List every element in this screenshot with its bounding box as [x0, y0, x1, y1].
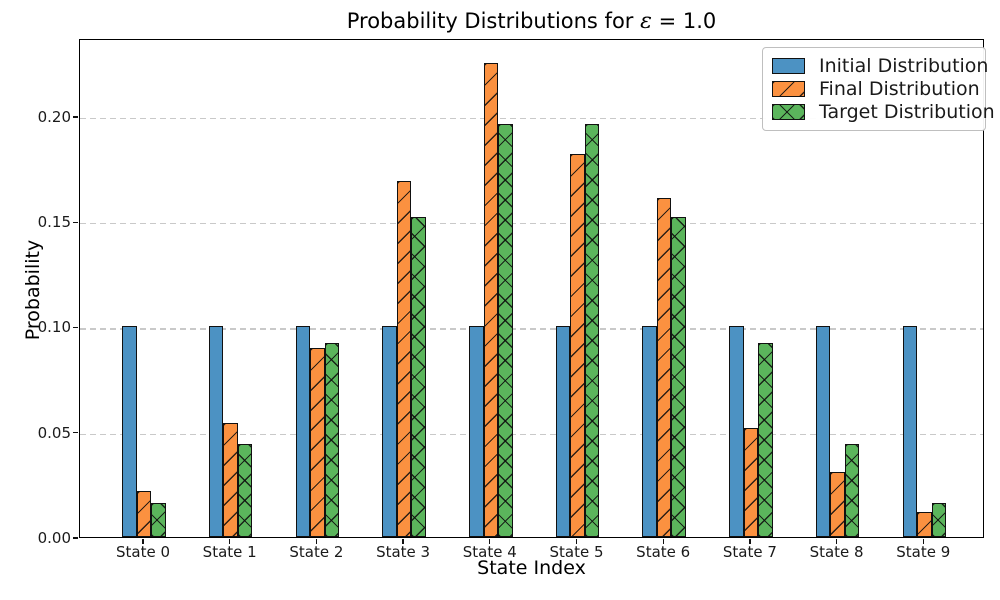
bar-initial-3	[382, 326, 397, 537]
bar-final-9	[917, 511, 932, 537]
bar-initial-7	[729, 326, 744, 537]
y-tick-mark	[73, 116, 78, 118]
x-tick-mark	[402, 539, 404, 544]
bar-initial-5	[555, 326, 571, 537]
gridline	[80, 433, 983, 436]
bar-final-5	[570, 153, 585, 537]
x-tick-mark	[142, 539, 144, 544]
legend-row: Target Distribution	[772, 100, 995, 123]
y-tick-label: 0.00	[37, 529, 71, 547]
x-tick-mark	[835, 539, 838, 544]
bar-initial-8	[815, 326, 831, 537]
x-tick-label: State 1	[202, 543, 257, 561]
x-tick-mark	[315, 539, 318, 544]
bar-target-7	[758, 343, 773, 537]
bar-target-6	[671, 216, 686, 537]
bar-final-8	[830, 471, 845, 537]
legend-swatch-icon	[772, 81, 805, 97]
y-tick-mark	[73, 326, 78, 329]
bar-target-8	[844, 444, 860, 537]
x-tick-label: State 3	[376, 543, 431, 561]
chart-title-value: = 1.0	[651, 9, 717, 33]
legend-label: Initial Distribution	[819, 55, 989, 78]
x-tick-label: State 2	[289, 543, 344, 561]
bar-final-6	[656, 198, 672, 537]
x-tick-mark	[922, 539, 924, 544]
bar-final-2	[310, 347, 325, 537]
y-tick-mark	[73, 537, 78, 539]
x-tick-label: State 7	[722, 543, 777, 561]
bar-initial-2	[295, 326, 311, 537]
legend-swatch-icon	[772, 103, 805, 120]
y-tick-label: 0.15	[37, 213, 71, 232]
chart-title-epsilon: ε	[640, 9, 652, 34]
x-tick-label: State 8	[809, 543, 864, 561]
gridline	[80, 117, 983, 120]
x-tick-label: State 0	[115, 543, 171, 561]
y-tick-label: 0.10	[37, 318, 71, 337]
x-tick-mark	[229, 539, 231, 544]
y-tick-mark	[73, 432, 78, 434]
legend-label: Target Distribution	[819, 100, 995, 123]
x-tick-mark	[489, 539, 491, 544]
legend-row: Final Distribution	[772, 78, 980, 101]
chart-title-text: Probability Distributions for	[346, 9, 641, 33]
y-tick-label: 0.20	[37, 107, 71, 126]
x-tick-mark	[749, 539, 751, 544]
bar-target-9	[931, 503, 947, 537]
bar-final-7	[743, 427, 759, 537]
bar-target-0	[151, 503, 166, 537]
x-tick-label: State 9	[896, 543, 951, 561]
bar-target-5	[584, 124, 600, 537]
bar-target-3	[411, 216, 426, 537]
gridline	[80, 328, 983, 330]
bar-final-0	[136, 490, 152, 537]
x-tick-label: State 4	[462, 543, 517, 561]
gridline	[80, 223, 983, 225]
bar-target-1	[237, 444, 253, 537]
bar-initial-1	[208, 326, 224, 537]
chart-title: Probability Distributions for ε = 1.0	[79, 9, 984, 34]
bar-initial-0	[122, 326, 137, 537]
bar-initial-6	[642, 326, 657, 537]
x-tick-mark	[575, 539, 578, 544]
legend-label: Final Distribution	[819, 78, 980, 100]
x-tick-label: State 6	[636, 543, 691, 561]
y-tick-mark	[73, 221, 78, 223]
bar-final-3	[396, 181, 412, 537]
bar-target-2	[324, 343, 340, 537]
bar-final-1	[223, 423, 238, 537]
legend-row: Initial Distribution	[772, 55, 988, 78]
bar-target-4	[498, 124, 513, 537]
legend-swatch-icon	[772, 58, 805, 75]
y-tick-label: 0.05	[37, 423, 71, 442]
bar-initial-9	[902, 326, 918, 537]
bar-initial-4	[469, 326, 484, 537]
x-axis-label: State Index	[477, 557, 586, 579]
bar-final-4	[483, 63, 499, 537]
x-tick-label: State 5	[549, 543, 604, 561]
legend: Initial Distribution Final Distribution Ta…	[762, 47, 995, 131]
x-tick-mark	[662, 539, 664, 544]
